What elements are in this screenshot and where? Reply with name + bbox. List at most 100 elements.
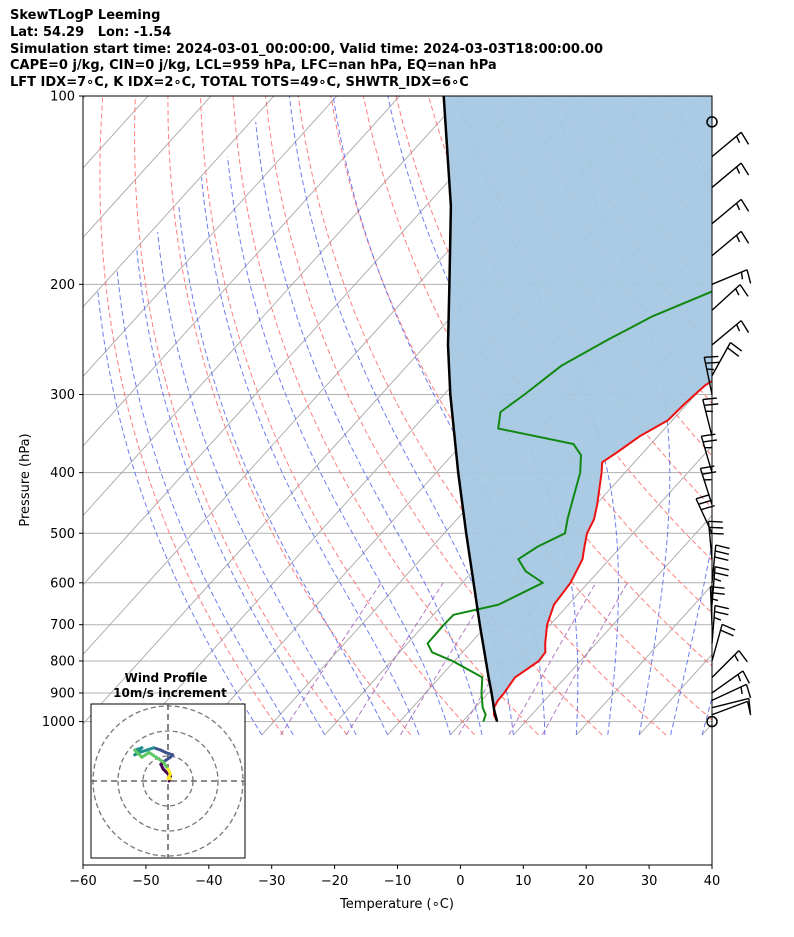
y-tick-label: 300: [50, 388, 75, 403]
axis-ticks: −60 −50 −40 −30 −20 −10 0 10 20 30 40 1000 900 800 700…: [42, 90, 720, 890]
isotherm-line: [83, 96, 338, 378]
barb-staff: [711, 650, 740, 678]
temperature-profile: [492, 379, 712, 723]
wind-barb: [706, 116, 718, 128]
wind-barb: [711, 697, 752, 713]
isotherm-line: [83, 96, 526, 586]
barb-feather: [740, 686, 743, 695]
dewpoint-profile: [426, 290, 712, 722]
dry-adiabat-line: [134, 96, 348, 736]
cin-shading: [443, 96, 712, 722]
barb-feather: [738, 650, 748, 663]
y-tick-label: 500: [50, 527, 75, 542]
moist-adiabat-line: [288, 96, 514, 735]
wind-barb: [711, 565, 729, 605]
wind-barb: [706, 715, 718, 728]
dry-adiabat-line: [232, 96, 539, 736]
moist-adiabat-line: [332, 96, 546, 735]
barb-feather: [713, 616, 722, 621]
y-tick-label: 800: [50, 654, 75, 669]
barb-feather: [735, 135, 741, 144]
wind-barb: [711, 269, 752, 285]
hodograph-subtitle: 10m/s increment: [113, 686, 227, 700]
parcel-profile: [442, 96, 499, 722]
wind-barb: [711, 284, 749, 311]
wind-barb: [695, 494, 715, 534]
x-tick-label: 20: [578, 874, 595, 889]
mixing-ratio-line: [280, 582, 382, 736]
dry-adiabat-line: [395, 96, 712, 614]
barb-feather: [734, 654, 739, 662]
calm-wind-circle: [706, 116, 718, 128]
barb-feather: [746, 701, 752, 716]
moist-adiabat-line: [701, 695, 712, 736]
title-station: SkewTLogP Leeming: [10, 8, 161, 23]
isotherm-line: [83, 96, 86, 100]
moist-adiabat-line: [178, 206, 389, 736]
x-tick-label: −30: [258, 874, 285, 889]
barb-feather: [715, 544, 730, 550]
wind-barb: [711, 670, 751, 694]
wind-barb: [711, 131, 750, 158]
plot-area: [83, 96, 794, 736]
barb-feather: [704, 403, 719, 407]
barb-feather: [740, 162, 750, 176]
dry-adiabat-line: [754, 96, 794, 735]
barb-feather: [714, 604, 729, 610]
title-indices-2: LFT IDX=7∘C, K IDX=2∘C, TOTAL TOTS=49∘C,…: [10, 75, 469, 91]
barb-staff: [711, 162, 742, 188]
wind-barb: [711, 650, 748, 678]
barb-feather: [702, 439, 718, 443]
barb-feather: [721, 623, 736, 631]
dry-adiabat-line: [722, 96, 794, 735]
x-axis-label: Temperature (∘C): [339, 897, 454, 912]
x-tick-label: −20: [321, 874, 348, 889]
barb-staff: [711, 131, 742, 158]
barb-feather: [704, 355, 719, 358]
wind-barb: [707, 520, 724, 560]
x-tick-label: 30: [641, 874, 658, 889]
chart-title: SkewTLogP Leeming Lat: 54.29 Lon: -1.54 …: [10, 8, 603, 92]
barb-staff: [711, 320, 742, 346]
barb-feather: [695, 494, 710, 500]
isotherm-line: [83, 96, 275, 308]
dry-adiabat-line: [787, 96, 794, 735]
moist-adiabat-line: [97, 290, 263, 736]
y-axis-label: Pressure (hPa): [18, 433, 33, 526]
y-tick-label: 900: [50, 686, 75, 701]
wind-barb: [711, 320, 750, 346]
wind-barb: [702, 397, 719, 437]
hodograph-area: [91, 704, 245, 858]
calm-wind-circle: [706, 715, 718, 728]
barb-feather: [735, 288, 740, 296]
barb-feather: [740, 131, 750, 145]
x-tick-label: −50: [132, 874, 159, 889]
barb-staff: [711, 284, 741, 311]
barb-feather: [714, 610, 729, 616]
barb-feather: [701, 433, 716, 437]
barb-feather: [735, 234, 741, 243]
barb-feather: [730, 341, 743, 352]
mixing-ratio-line: [345, 582, 444, 736]
title-location: Lat: 54.29 Lon: -1.54: [10, 24, 172, 40]
barb-feather: [700, 465, 715, 470]
mixing-ratio-line: [541, 582, 628, 736]
dry-adiabat-line: [200, 96, 475, 736]
barb-feather: [727, 347, 740, 357]
moist-adiabat-line: [201, 177, 420, 736]
barb-feather: [745, 684, 752, 699]
x-tick-label: −10: [384, 874, 411, 889]
moist-adiabat-line: [255, 121, 483, 736]
y-tick-label: 400: [50, 466, 75, 481]
barb-feather: [740, 231, 750, 244]
wind-barb: [711, 230, 750, 257]
barb-feather: [708, 526, 724, 529]
dry-adiabat-line: [167, 96, 412, 736]
moist-adiabat-line: [157, 232, 357, 736]
barb-feather: [746, 269, 752, 284]
isotherm-line: [575, 584, 712, 736]
barb-feather: [702, 471, 717, 475]
wind-barb: [703, 355, 720, 395]
dry-adiabat-line: [99, 96, 284, 736]
